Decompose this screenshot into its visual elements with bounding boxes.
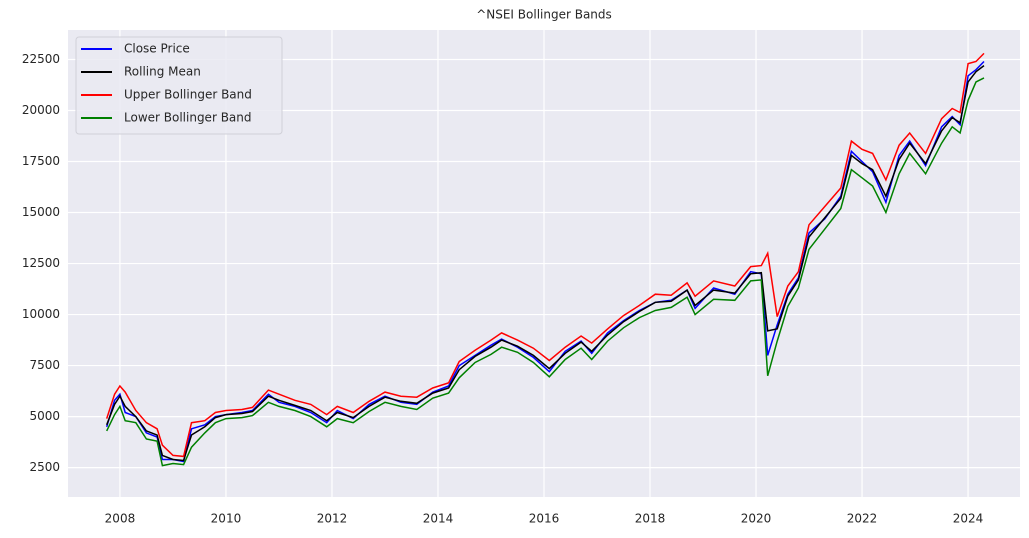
series-line bbox=[106, 65, 985, 462]
x-tick-label: 2010 bbox=[211, 512, 242, 526]
x-tick-label: 2008 bbox=[105, 512, 136, 526]
legend-label: Lower Bollinger Band bbox=[124, 111, 252, 125]
series-line bbox=[105, 52, 985, 458]
x-tick-label: 2016 bbox=[529, 512, 560, 526]
y-tick-label: 15000 bbox=[22, 205, 60, 219]
y-tick-label: 12500 bbox=[22, 256, 60, 270]
legend-label: Close Price bbox=[124, 42, 190, 56]
x-tick-label: 2024 bbox=[953, 512, 984, 526]
chart-title: ^NSEI Bollinger Bands bbox=[476, 8, 612, 22]
y-tick-label: 7500 bbox=[29, 358, 60, 372]
series-line bbox=[105, 60, 985, 463]
y-tick-label: 17500 bbox=[22, 154, 60, 168]
legend-label: Upper Bollinger Band bbox=[124, 88, 252, 102]
x-tick-label: 2020 bbox=[741, 512, 772, 526]
series-line bbox=[106, 77, 985, 467]
x-tick-label: 2012 bbox=[317, 512, 348, 526]
legend-label: Rolling Mean bbox=[124, 65, 201, 79]
x-tick-label: 2018 bbox=[635, 512, 666, 526]
x-tick-label: 2022 bbox=[847, 512, 878, 526]
y-tick-label: 2500 bbox=[29, 460, 60, 474]
y-tick-label: 10000 bbox=[22, 307, 60, 321]
x-tick-label: 2014 bbox=[423, 512, 454, 526]
y-tick-label: 20000 bbox=[22, 103, 60, 117]
legend-box bbox=[75, 36, 283, 135]
y-tick-label: 5000 bbox=[29, 409, 60, 423]
y-tick-label: 22500 bbox=[22, 52, 60, 66]
